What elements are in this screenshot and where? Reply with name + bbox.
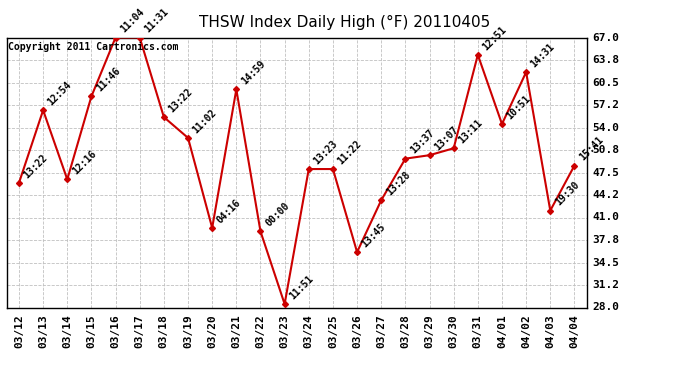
Text: 34.5: 34.5 xyxy=(592,258,619,267)
Text: 50.8: 50.8 xyxy=(592,145,619,154)
Text: 11:46: 11:46 xyxy=(95,66,122,94)
Text: 12:16: 12:16 xyxy=(70,149,98,177)
Text: 57.2: 57.2 xyxy=(592,100,619,110)
Text: 11:02: 11:02 xyxy=(191,107,219,135)
Text: 13:45: 13:45 xyxy=(360,222,388,249)
Text: 11:22: 11:22 xyxy=(336,138,364,166)
Text: 13:37: 13:37 xyxy=(408,128,436,156)
Text: 44.2: 44.2 xyxy=(592,190,619,200)
Text: 14:31: 14:31 xyxy=(529,42,557,69)
Text: 14:59: 14:59 xyxy=(239,59,267,87)
Text: 60.5: 60.5 xyxy=(592,78,619,87)
Text: 13:07: 13:07 xyxy=(433,124,460,152)
Text: 12:54: 12:54 xyxy=(46,80,74,107)
Text: 15:41: 15:41 xyxy=(578,135,605,163)
Text: 63.8: 63.8 xyxy=(592,55,619,64)
Text: 67.0: 67.0 xyxy=(592,33,619,42)
Text: 00:00: 00:00 xyxy=(264,201,291,229)
Text: 12:51: 12:51 xyxy=(481,24,509,52)
Text: 47.5: 47.5 xyxy=(592,168,619,177)
Text: 13:28: 13:28 xyxy=(384,170,412,197)
Text: 13:22: 13:22 xyxy=(167,87,195,114)
Text: 41.0: 41.0 xyxy=(592,213,619,222)
Text: 10:51: 10:51 xyxy=(505,93,533,121)
Text: 37.8: 37.8 xyxy=(592,235,619,244)
Text: Copyright 2011 Cartronics.com: Copyright 2011 Cartronics.com xyxy=(8,42,179,52)
Text: THSW Index Daily High (°F) 20110405: THSW Index Daily High (°F) 20110405 xyxy=(199,15,491,30)
Text: 11:31: 11:31 xyxy=(143,7,170,35)
Text: 13:23: 13:23 xyxy=(312,138,339,166)
Text: 13:11: 13:11 xyxy=(457,118,484,146)
Text: 28.0: 28.0 xyxy=(592,303,619,312)
Text: 31.2: 31.2 xyxy=(592,280,619,290)
Text: 13:22: 13:22 xyxy=(22,152,50,180)
Text: 54.0: 54.0 xyxy=(592,123,619,132)
Text: 19:30: 19:30 xyxy=(553,180,581,208)
Text: 11:51: 11:51 xyxy=(288,273,315,301)
Text: 04:16: 04:16 xyxy=(215,197,243,225)
Text: 11:04: 11:04 xyxy=(119,7,146,35)
